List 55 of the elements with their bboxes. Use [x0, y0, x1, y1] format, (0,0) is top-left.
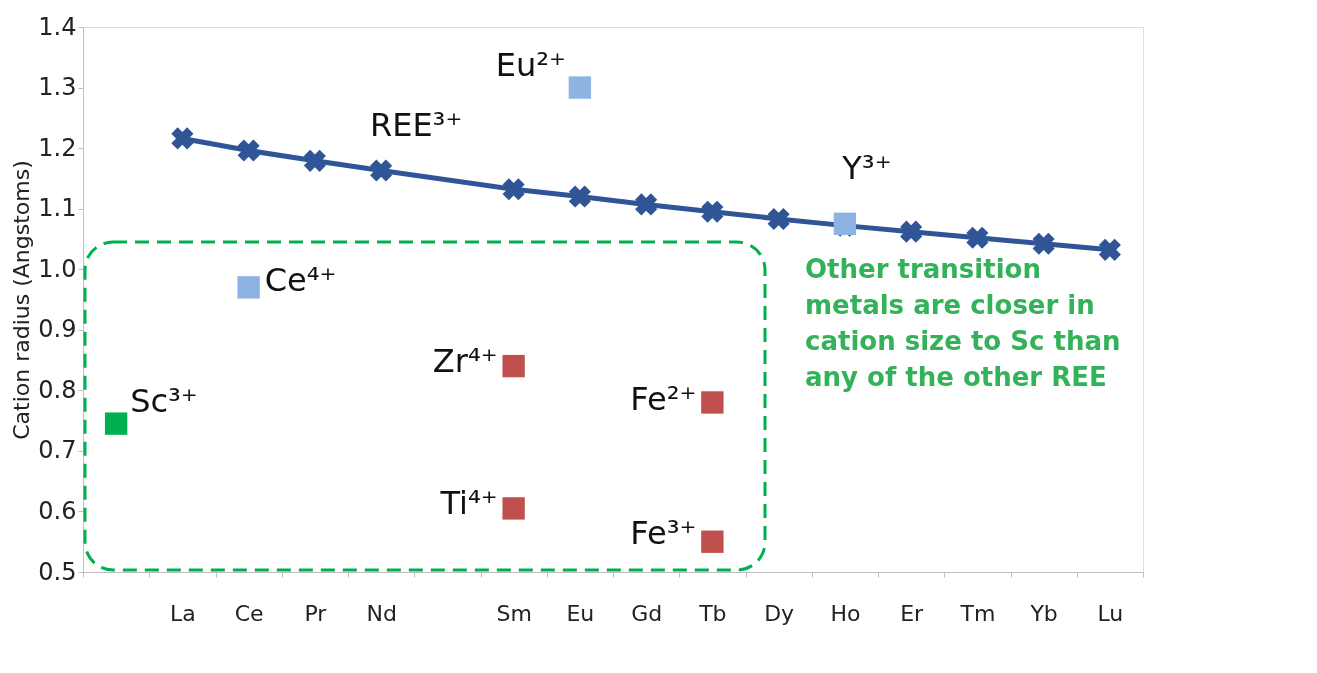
point [104, 412, 128, 435]
point [502, 497, 525, 520]
x-tick-label: Ce [234, 600, 264, 626]
y-tick-label: 0.5 [38, 557, 77, 586]
x-tick-label: Dy [764, 600, 795, 626]
point [1098, 238, 1121, 261]
x-tick-label: Lu [1097, 600, 1124, 626]
series-label: Ti⁴⁺ [439, 484, 498, 523]
series-label: Fe²⁺ [630, 380, 697, 419]
y-tick-label: 0.7 [38, 436, 77, 465]
y-tick-label: 0.6 [38, 496, 77, 525]
point [237, 139, 260, 162]
point [171, 127, 194, 150]
series-label: Ce⁴⁺ [264, 261, 337, 300]
y-tick-label: 1.4 [38, 12, 77, 41]
series-label: Sc³⁺ [130, 381, 198, 420]
point [568, 76, 592, 99]
y-tick-label: 1.1 [38, 194, 77, 223]
point [701, 200, 724, 223]
series-label: Fe³⁺ [630, 513, 697, 552]
point [568, 185, 591, 208]
y-axis-title: Cation radius (Angstoms) [9, 160, 35, 440]
y-tick-label: 1.0 [38, 254, 77, 283]
series-label: Eu²⁺ [495, 45, 566, 84]
x-tick-label: Tb [698, 600, 727, 626]
point [502, 178, 525, 201]
x-tick-label: Pr [304, 600, 328, 626]
x-tick-label: La [170, 600, 196, 626]
x-tick-label: Ho [830, 600, 861, 626]
series-label: Zr⁴⁺ [432, 342, 498, 381]
y-tick-label: 0.8 [38, 375, 77, 404]
y-tick-label: 0.9 [38, 315, 77, 344]
point [237, 276, 260, 299]
x-tick-label: Nd [366, 600, 397, 626]
point [370, 159, 393, 182]
point [701, 530, 724, 553]
x-tick-label: Er [900, 600, 925, 626]
x-tick-label: Eu [566, 600, 595, 626]
y-tick-label: 1.2 [38, 133, 77, 162]
x-tick-label: Sm [496, 600, 532, 626]
point [1032, 232, 1055, 255]
x-tick-label: Gd [631, 600, 663, 626]
point [502, 354, 525, 378]
series-label: REE³⁺ [369, 105, 463, 144]
y-tick-label: 1.3 [38, 73, 77, 102]
x-tick-label: Tm [959, 600, 996, 626]
point [900, 220, 923, 243]
annotation: Other transition metals are closer in cation size to Sc than any of the other REE [805, 254, 1121, 392]
point [701, 391, 724, 414]
x-tick-label: Yb [1029, 600, 1058, 626]
point [767, 207, 790, 231]
series-label: Y³⁺ [841, 148, 892, 187]
point [635, 193, 658, 216]
point [303, 149, 326, 172]
point [966, 226, 989, 249]
